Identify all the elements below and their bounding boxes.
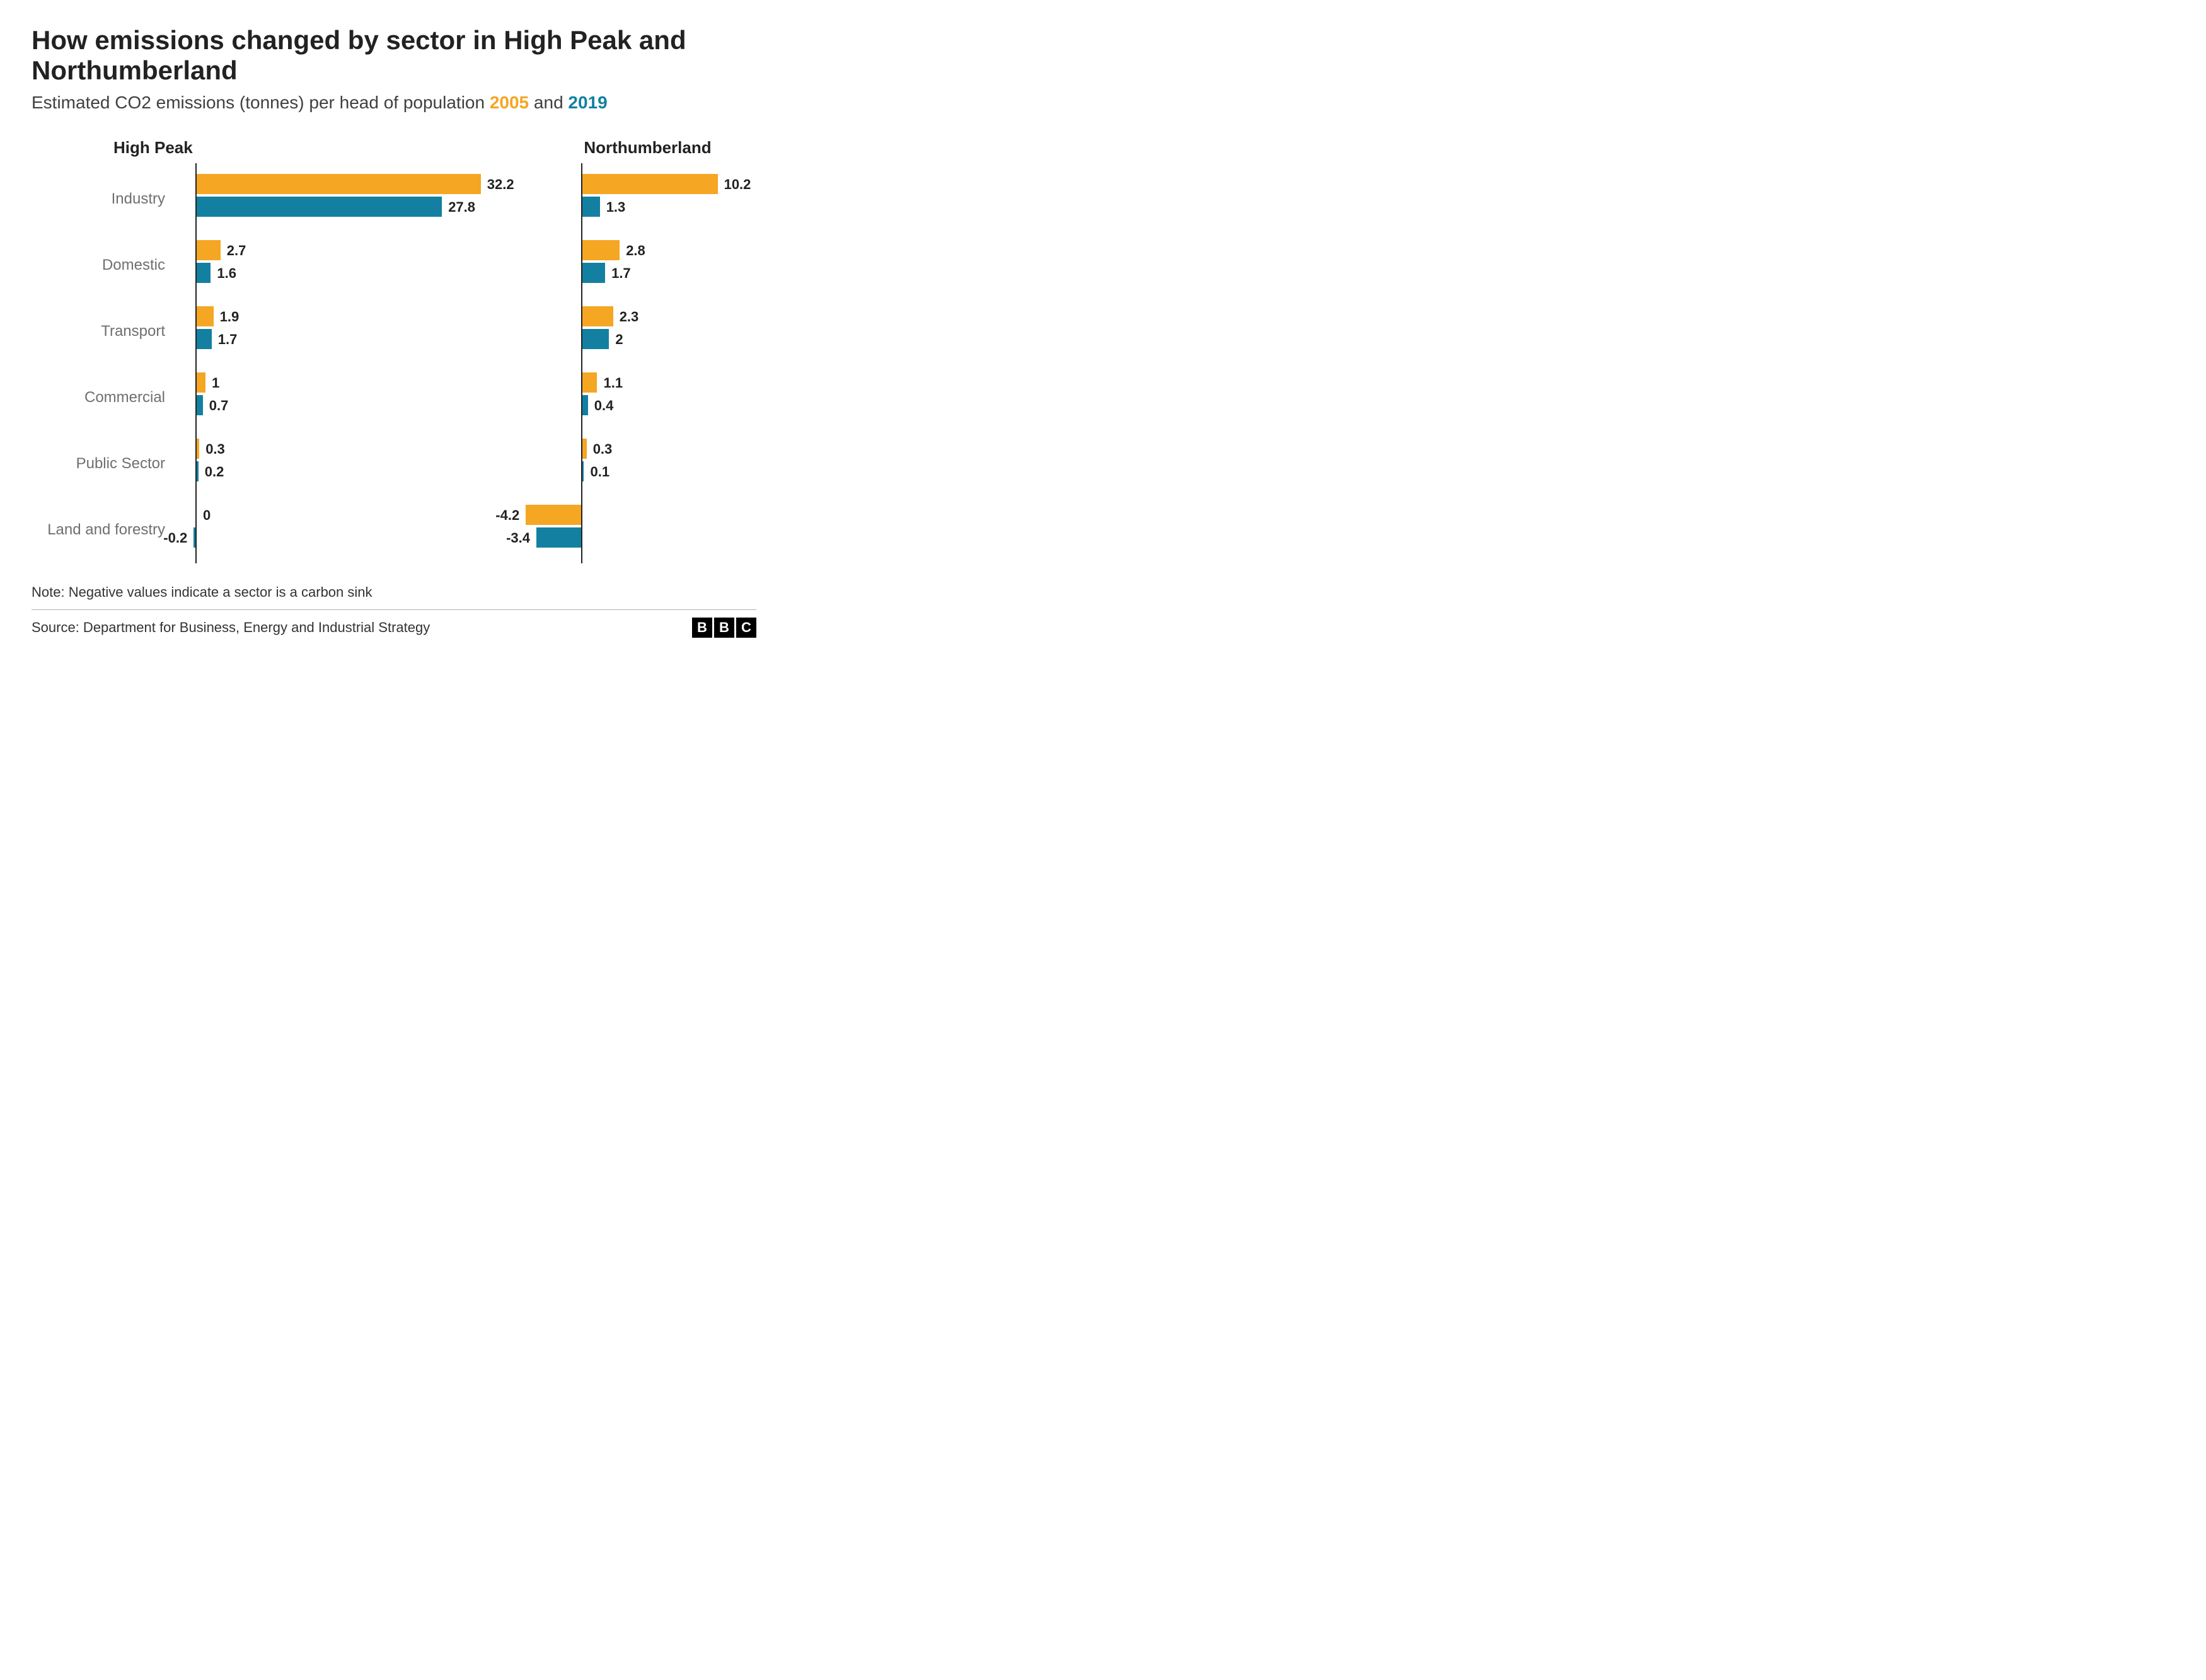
chart-footer: Source: Department for Business, Energy … [32, 609, 756, 638]
bar-2005 [582, 372, 597, 393]
bar-group: 2.32 [509, 299, 756, 365]
bar-value-label: -3.4 [506, 530, 530, 546]
bar-value-label: 27.8 [448, 199, 475, 216]
bar-2005 [582, 306, 613, 326]
bar-value-label: 1 [212, 375, 219, 391]
bar-2019 [582, 263, 605, 283]
bar-2019 [197, 461, 199, 481]
bar-value-label: 1.6 [217, 265, 236, 282]
bar-value-label: 0.3 [593, 441, 613, 457]
legend-year-2005: 2005 [490, 93, 529, 112]
bar-group: 2.71.6 [176, 233, 471, 299]
bar-2019 [197, 263, 211, 283]
bar-2005 [197, 174, 481, 194]
bar-2005 [582, 439, 586, 459]
bar-value-label: 2.3 [620, 309, 639, 325]
bar-value-label: 10.2 [724, 176, 751, 193]
bar-2019 [197, 197, 442, 217]
bar-group: 10.7 [176, 365, 471, 431]
bar-2005 [197, 306, 214, 326]
panel-northumberland: Northumberland10.21.32.81.72.321.10.40.3… [509, 132, 756, 563]
source-text: Source: Department for Business, Energy … [32, 619, 430, 636]
bar-value-label: 1.1 [603, 375, 623, 391]
bar-value-label: 2.8 [626, 243, 645, 259]
chart-area: IndustryDomesticTransportCommercialPubli… [32, 132, 756, 563]
bar-2019 [536, 527, 581, 548]
bar-group: 1.10.4 [509, 365, 756, 431]
category-label: Domestic [32, 233, 176, 299]
bar-2005 [197, 240, 221, 260]
bar-2019 [197, 329, 212, 349]
bar-value-label: 0.1 [590, 464, 609, 480]
bar-2019 [582, 461, 584, 481]
bbc-logo-box: B [714, 618, 734, 638]
bar-value-label: 0.4 [594, 398, 614, 414]
bar-2005 [197, 372, 205, 393]
bar-group: 32.227.8 [176, 166, 471, 233]
category-label: Commercial [32, 365, 176, 431]
bar-group: -4.2-3.4 [509, 497, 756, 563]
bar-value-label: 0.2 [205, 464, 224, 480]
panel-high-peak: High Peak32.227.82.71.61.91.710.70.30.20… [176, 132, 471, 563]
subtitle-prefix: Estimated CO2 emissions (tonnes) per hea… [32, 93, 490, 112]
category-label: Land and forestry [32, 497, 176, 563]
bar-group: 2.81.7 [509, 233, 756, 299]
bar-value-label: 0.3 [205, 441, 225, 457]
bar-value-label: 1.7 [218, 331, 238, 348]
bar-value-label: 1.3 [606, 199, 626, 216]
bbc-logo-box: B [692, 618, 712, 638]
bar-2005 [582, 240, 620, 260]
bar-value-label: 1.7 [611, 265, 631, 282]
bbc-logo-box: C [736, 618, 756, 638]
chart-note: Note: Negative values indicate a sector … [32, 579, 756, 609]
bar-group: 10.2 1.3 [509, 166, 756, 233]
bbc-logo: BBC [692, 618, 756, 638]
bar-value-label: 0 [203, 507, 211, 524]
bar-value-label: -0.2 [163, 530, 187, 546]
bar-group: 0.30.1 [509, 431, 756, 497]
category-axis: IndustryDomesticTransportCommercialPubli… [32, 132, 176, 563]
bar-2019 [193, 527, 195, 548]
bar-group: 1.91.7 [176, 299, 471, 365]
legend-sep: and [529, 93, 568, 112]
legend-year-2019: 2019 [568, 93, 607, 112]
bar-value-label: 1.9 [220, 309, 240, 325]
bar-value-label: -4.2 [495, 507, 519, 524]
chart-subtitle: Estimated CO2 emissions (tonnes) per hea… [32, 93, 756, 113]
bar-2019 [197, 395, 203, 415]
category-label: Transport [32, 299, 176, 365]
bar-value-label: 0.7 [209, 398, 229, 414]
bar-group: 0-0.2 [176, 497, 471, 563]
bar-value-label: 2 [615, 331, 623, 348]
bar-group: 0.30.2 [176, 431, 471, 497]
bar-2019 [582, 395, 587, 415]
chart-title: How emissions changed by sector in High … [32, 25, 756, 86]
category-label: Industry [32, 166, 176, 233]
bar-value-label: 2.7 [227, 243, 246, 259]
bar-2019 [582, 197, 599, 217]
bar-2005 [582, 174, 717, 194]
category-label: Public Sector [32, 431, 176, 497]
bar-2005 [197, 439, 199, 459]
bar-2019 [582, 329, 609, 349]
bar-2005 [526, 505, 581, 525]
